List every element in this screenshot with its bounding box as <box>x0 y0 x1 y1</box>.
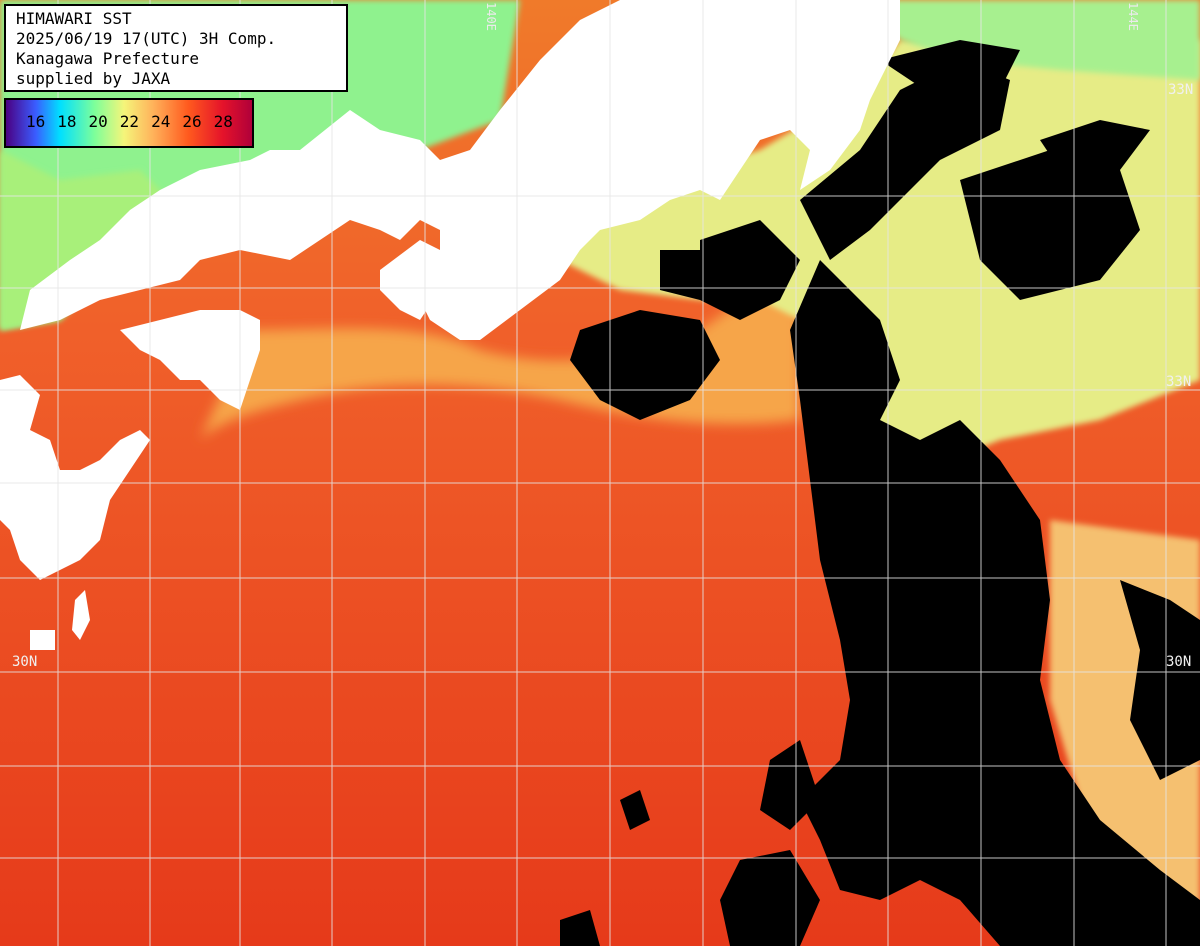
map-info-box: HIMAWARI SST 2025/06/19 17(UTC) 3H Comp.… <box>4 4 348 92</box>
info-source: supplied by JAXA <box>16 69 171 88</box>
info-title: HIMAWARI SST <box>16 9 132 28</box>
ocean-cool-northeast <box>560 40 1200 480</box>
ocean-green-northeast <box>860 0 1200 80</box>
lat-label-30n-right: 30N <box>1166 654 1192 670</box>
color-scale-legend: 16 18 20 22 24 26 28 <box>4 98 254 148</box>
lat-label-30n-left: 30N <box>12 654 38 670</box>
lat-label-33n-right: 33N <box>1166 374 1192 390</box>
legend-label: 22 <box>119 112 140 131</box>
land-mask <box>0 0 900 650</box>
legend-label: 20 <box>88 112 108 131</box>
legend-label: 26 <box>182 112 202 131</box>
cloud-mask <box>560 40 1200 946</box>
lon-label-144e: 144E <box>1126 2 1140 31</box>
lat-label-33n-left: 33N <box>1168 82 1194 98</box>
legend-labels: 16 18 20 22 24 26 28 <box>26 112 233 131</box>
legend-label: 28 <box>213 112 233 131</box>
lon-label-140e: 140E <box>484 2 498 31</box>
legend-label: 16 <box>26 112 46 131</box>
info-region: Kanagawa Prefecture <box>16 49 200 68</box>
legend-label: 18 <box>57 112 77 131</box>
info-datetime: 2025/06/19 17(UTC) 3H Comp. <box>16 29 277 48</box>
legend-label: 24 <box>151 112 171 131</box>
